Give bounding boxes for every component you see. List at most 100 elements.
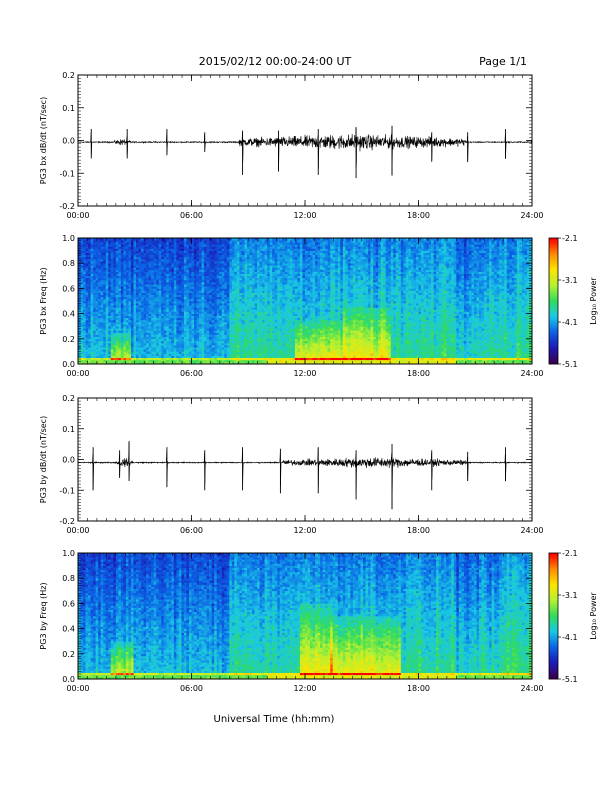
heatmap-cell bbox=[126, 295, 129, 297]
heatmap-cell bbox=[141, 318, 144, 320]
heatmap-cell bbox=[139, 253, 142, 255]
heatmap-cell bbox=[139, 354, 142, 356]
heatmap-cell bbox=[136, 312, 139, 314]
heatmap-cell bbox=[181, 343, 184, 345]
heatmap-cell bbox=[154, 251, 157, 253]
heatmap-cell bbox=[93, 270, 96, 272]
heatmap-cell bbox=[149, 242, 152, 244]
heatmap-cell bbox=[181, 322, 184, 324]
heatmap-cell bbox=[91, 312, 94, 314]
heatmap-cell bbox=[151, 318, 154, 320]
heatmap-cell bbox=[93, 347, 96, 349]
heatmap-cell bbox=[116, 320, 119, 322]
heatmap-cell bbox=[96, 265, 99, 267]
heatmap-cell bbox=[106, 326, 109, 328]
heatmap-cell bbox=[128, 288, 131, 290]
heatmap-cell bbox=[184, 270, 187, 272]
heatmap-cell bbox=[181, 259, 184, 261]
heatmap-cell bbox=[113, 286, 116, 288]
heatmap-cell bbox=[131, 242, 134, 244]
heatmap-cell bbox=[149, 282, 152, 284]
heatmap-cell bbox=[166, 251, 169, 253]
heatmap-cell bbox=[154, 257, 157, 259]
heatmap-cell bbox=[93, 356, 96, 358]
heatmap-cell bbox=[186, 249, 189, 251]
heatmap-cell bbox=[156, 349, 159, 351]
heatmap-cell bbox=[116, 337, 119, 339]
heatmap-cell bbox=[93, 358, 96, 360]
heatmap-cell bbox=[133, 347, 136, 349]
heatmap-cell bbox=[171, 339, 174, 341]
heatmap-cell bbox=[88, 244, 91, 246]
heatmap-cell bbox=[186, 295, 189, 297]
heatmap-cell bbox=[161, 272, 164, 274]
heatmap-cell bbox=[133, 351, 136, 353]
heatmap-cell bbox=[116, 335, 119, 337]
heatmap-cell bbox=[133, 249, 136, 251]
heatmap-cell bbox=[83, 278, 86, 280]
heatmap-cell bbox=[96, 284, 99, 286]
heatmap-cell bbox=[128, 316, 131, 318]
heatmap-cell bbox=[106, 324, 109, 326]
heatmap-cell bbox=[86, 259, 89, 261]
heatmap-cell bbox=[88, 316, 91, 318]
heatmap-cell bbox=[93, 345, 96, 347]
heatmap-cell bbox=[123, 312, 126, 314]
heatmap-cell bbox=[181, 291, 184, 293]
heatmap-cell bbox=[154, 244, 157, 246]
heatmap-cell bbox=[118, 330, 121, 332]
heatmap-cell bbox=[149, 249, 152, 251]
heatmap-cell bbox=[186, 309, 189, 311]
heatmap-cell bbox=[93, 263, 96, 265]
heatmap-cell bbox=[179, 280, 182, 282]
heatmap-cell bbox=[156, 293, 159, 295]
heatmap-cell bbox=[141, 337, 144, 339]
heatmap-cell bbox=[159, 299, 162, 301]
heatmap-cell bbox=[141, 345, 144, 347]
line-panel-1 bbox=[78, 75, 532, 206]
heatmap-cell bbox=[88, 354, 91, 356]
heatmap-cell bbox=[141, 244, 144, 246]
heatmap-cell bbox=[88, 337, 91, 339]
heatmap-cell bbox=[149, 322, 152, 324]
heatmap-cell bbox=[166, 297, 169, 299]
heatmap-cell bbox=[189, 330, 192, 332]
heatmap-cell bbox=[106, 301, 109, 303]
heatmap-cell bbox=[159, 349, 162, 351]
heatmap-cell bbox=[164, 270, 167, 272]
heatmap-cell bbox=[106, 309, 109, 311]
heatmap-cell bbox=[174, 345, 177, 347]
heatmap-cell bbox=[98, 259, 101, 261]
heatmap-cell bbox=[174, 265, 177, 267]
heatmap-cell bbox=[88, 324, 91, 326]
heatmap-cell bbox=[91, 295, 94, 297]
heatmap-cell bbox=[136, 349, 139, 351]
heatmap-cell bbox=[123, 343, 126, 345]
heatmap-cell bbox=[176, 253, 179, 255]
heatmap-cell bbox=[179, 324, 182, 326]
heatmap-cell bbox=[83, 341, 86, 343]
heatmap-cell bbox=[181, 335, 184, 337]
heatmap-cell bbox=[126, 284, 129, 286]
heatmap-cell bbox=[136, 278, 139, 280]
heatmap-cell bbox=[174, 314, 177, 316]
heatmap-cell bbox=[121, 335, 124, 337]
heatmap-cell bbox=[144, 303, 147, 305]
heatmap-cell bbox=[139, 347, 142, 349]
heatmap-cell bbox=[151, 301, 154, 303]
heatmap-cell bbox=[184, 251, 187, 253]
heatmap-cell bbox=[169, 255, 172, 257]
heatmap-cell bbox=[83, 276, 86, 278]
heatmap-cell bbox=[146, 322, 149, 324]
heatmap-cell bbox=[88, 339, 91, 341]
heatmap-cell bbox=[156, 312, 159, 314]
heatmap-cell bbox=[136, 322, 139, 324]
heatmap-cell bbox=[91, 255, 94, 257]
heatmap-cell bbox=[159, 322, 162, 324]
heatmap-cell bbox=[81, 276, 84, 278]
heatmap-cell bbox=[93, 297, 96, 299]
heatmap-cell bbox=[98, 280, 101, 282]
heatmap-cell bbox=[98, 314, 101, 316]
heatmap-cell bbox=[123, 299, 126, 301]
heatmap-cell bbox=[113, 316, 116, 318]
